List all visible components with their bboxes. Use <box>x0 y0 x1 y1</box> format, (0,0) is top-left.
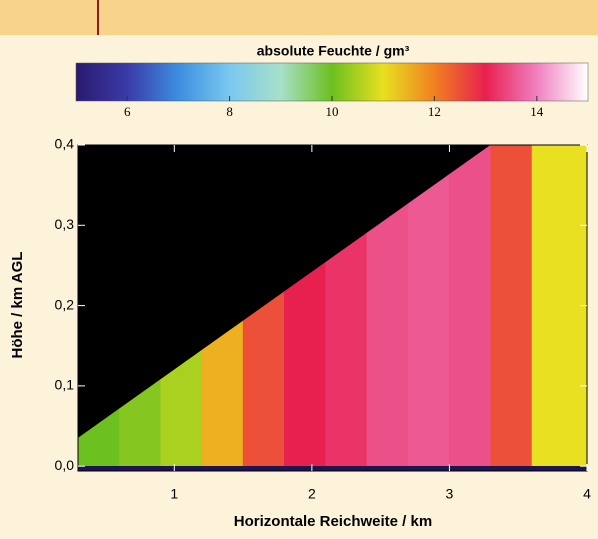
range-cell <box>407 173 450 467</box>
colorbar-tick-label: 14 <box>530 104 544 119</box>
ground-strip <box>78 466 587 471</box>
y-tick-label: 0,3 <box>55 216 75 232</box>
colorbar-title: absolute Feuchte / gm³ <box>257 43 410 59</box>
colorbar-tick-label: 6 <box>124 104 131 119</box>
x-tick-label: 2 <box>308 486 316 502</box>
range-cell <box>284 261 326 467</box>
colorbar <box>75 62 589 102</box>
range-cell <box>325 232 368 467</box>
colorbar-tick-label: 12 <box>428 104 441 119</box>
y-tick-label: 0,2 <box>55 296 75 312</box>
y-axis-label: Höhe / km AGL <box>9 252 26 359</box>
colorbar-tick-label: 8 <box>226 104 233 119</box>
y-tick-label: 0,1 <box>55 377 75 393</box>
range-cell <box>242 291 285 467</box>
range-cell <box>531 144 588 467</box>
y-tick-label: 0,0 <box>55 457 75 473</box>
y-tick-label: 0,4 <box>55 136 75 152</box>
range-cell <box>366 203 409 467</box>
x-axis-label: Horizontale Reichweite / km <box>234 513 432 530</box>
range-cell <box>490 144 533 467</box>
header-band <box>0 0 598 35</box>
colorbar-tick-label: 10 <box>326 104 339 119</box>
x-tick-label: 4 <box>583 486 591 502</box>
plot-frame <box>77 144 588 472</box>
range-cell <box>449 144 491 467</box>
x-tick-label: 3 <box>446 486 454 502</box>
marks <box>77 144 588 467</box>
x-tick-label: 1 <box>170 486 178 502</box>
